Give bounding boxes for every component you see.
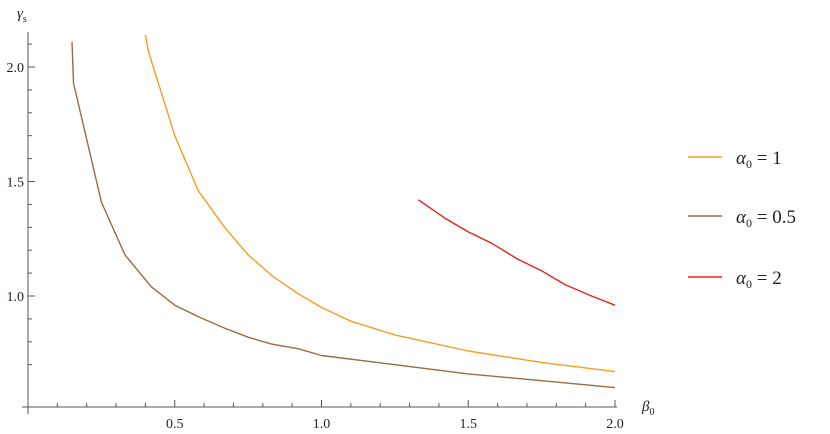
x-tick-labels: 0.5 1.0 1.5 2.0: [166, 417, 624, 432]
x-minor-ticks: [56, 400, 616, 407]
series-line-2: [418, 199, 616, 306]
legend-subscript: 0: [746, 216, 752, 230]
series-line-0: [144, 34, 616, 373]
legend-label-2: α0 = 2: [736, 268, 782, 291]
legend-label-1: α0 = 0.5: [736, 207, 796, 230]
y-axis-symbol: γ: [17, 6, 24, 22]
legend-value: = 2: [752, 268, 782, 289]
x-tick-label: 1.5: [460, 417, 478, 432]
legend-subscript: 0: [746, 157, 752, 171]
y-axis-subscript: s: [23, 14, 27, 25]
legend: α0 = 1α0 = 0.5α0 = 2: [688, 148, 796, 291]
legend-symbol: α: [736, 148, 747, 169]
legend-symbol: α: [736, 268, 747, 289]
y-tick-label: 2.0: [7, 61, 25, 76]
legend-label-0: α0 = 1: [736, 148, 782, 171]
x-axis-subscript: 0: [649, 407, 654, 418]
x-tick-label: 0.5: [166, 417, 184, 432]
x-axis-title: β0: [641, 399, 654, 418]
y-tick-label: 1.5: [7, 176, 25, 191]
y-axis-title: γs: [17, 6, 27, 25]
series-lines: [71, 34, 616, 389]
legend-subscript: 0: [746, 277, 752, 291]
legend-value: = 1: [752, 148, 782, 169]
axes: 0.5 1.0 1.5 2.0 1.0 1.5 2.0: [7, 32, 624, 432]
y-tick-label: 1.0: [7, 290, 25, 305]
x-axis-symbol: β: [641, 399, 650, 415]
x-tick-label: 1.0: [313, 417, 331, 432]
y-tick-labels: 1.0 1.5 2.0: [7, 61, 25, 305]
y-minor-ticks: [28, 43, 35, 366]
x-tick-label: 2.0: [606, 417, 624, 432]
legend-symbol: α: [736, 207, 747, 228]
series-line-1: [71, 41, 616, 389]
legend-value: = 0.5: [752, 207, 796, 228]
